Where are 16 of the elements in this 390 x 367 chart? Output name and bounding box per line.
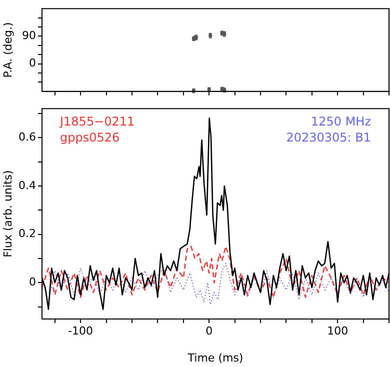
annotation: 20230305: B1: [286, 130, 371, 145]
y-tick-label: 0: [29, 276, 36, 289]
x-tick-label: 100: [327, 324, 348, 338]
y-tick-label: 90: [22, 29, 36, 42]
x-tick-label: -100: [68, 324, 94, 338]
y-axis-title: Flux (arb. units): [1, 170, 14, 258]
y-tick-label: 0.4: [18, 178, 36, 192]
annotation: J1855−0211: [59, 114, 135, 129]
y-axis-title: P.A. (deg.): [1, 22, 14, 78]
annotation: 1250 MHz: [310, 114, 371, 129]
annotation: gpps0526: [60, 130, 120, 145]
y-tick-label: 0.6: [18, 130, 36, 144]
y-tick-label: 0: [29, 56, 36, 70]
x-tick-label: 0: [206, 324, 213, 338]
x-axis-title: Time (ms): [186, 351, 244, 364]
y-tick-label: 0.2: [18, 227, 36, 240]
